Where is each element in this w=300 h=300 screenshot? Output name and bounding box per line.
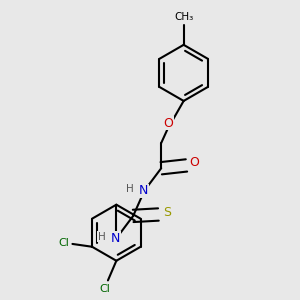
- Text: S: S: [163, 206, 171, 219]
- Text: Cl: Cl: [58, 238, 70, 248]
- Text: N: N: [111, 232, 121, 245]
- Text: H: H: [126, 184, 134, 194]
- Text: O: O: [189, 156, 199, 169]
- Text: N: N: [139, 184, 148, 197]
- Text: CH₃: CH₃: [174, 12, 193, 22]
- Text: Cl: Cl: [100, 284, 111, 294]
- Text: O: O: [163, 117, 173, 130]
- Text: H: H: [98, 232, 106, 242]
